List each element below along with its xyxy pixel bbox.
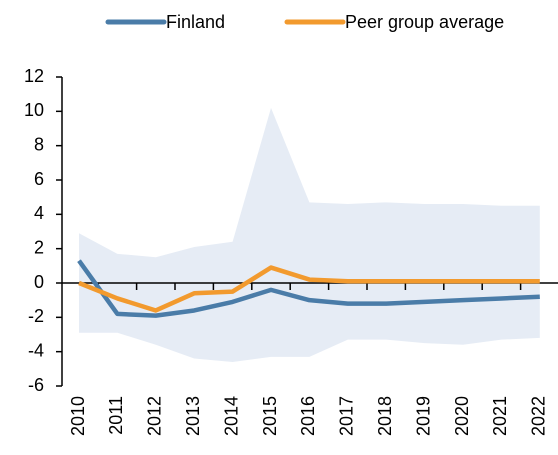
y-tick-label: 8: [34, 134, 44, 154]
x-tick-label: 2019: [413, 396, 433, 436]
y-tick-label: -2: [28, 306, 44, 326]
legend-label: Finland: [166, 12, 225, 32]
range-band: [79, 107, 540, 362]
x-tick-label: 2016: [298, 396, 318, 436]
x-tick-label: 2011: [106, 396, 126, 435]
y-tick-label: -4: [28, 340, 44, 360]
y-tick-label: 4: [34, 203, 44, 223]
x-tick-label: 2022: [529, 396, 549, 436]
x-tick-label: 2017: [337, 396, 357, 436]
x-tick-label: 2015: [260, 396, 280, 436]
x-tick-label: 2018: [375, 396, 395, 436]
y-tick-label: 6: [34, 169, 44, 189]
series-line: [77, 259, 540, 318]
y-tick-label: 0: [34, 272, 44, 292]
y-tick-label: -6: [28, 375, 44, 395]
legend-label: Peer group average: [345, 12, 504, 32]
y-tick-label: 2: [34, 237, 44, 257]
x-tick-label: 2014: [221, 396, 241, 436]
x-tick-label: 2020: [452, 396, 472, 436]
x-tick-label: 2012: [145, 396, 165, 436]
x-tick-label: 2010: [68, 396, 88, 436]
y-tick-label: 12: [24, 66, 44, 86]
series-line: [78, 265, 540, 313]
x-tick-label: 2021: [490, 396, 510, 436]
y-tick-label: 10: [24, 100, 44, 120]
x-tick-label: 2013: [183, 396, 203, 436]
